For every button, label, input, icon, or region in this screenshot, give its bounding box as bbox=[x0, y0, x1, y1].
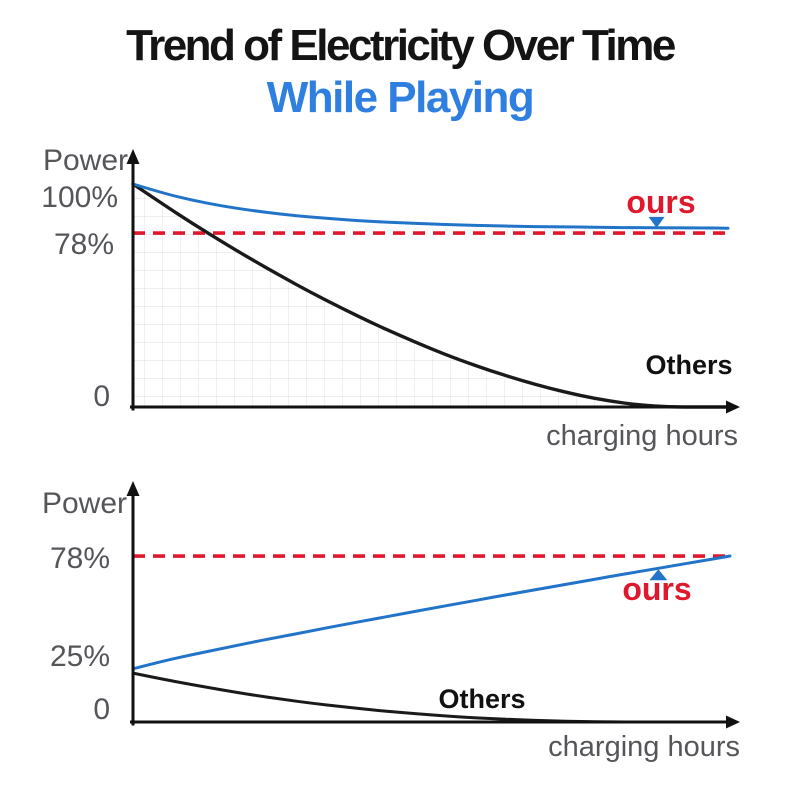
y-axis-arrowhead-icon bbox=[126, 481, 140, 496]
ours-marker-triangle-down-icon bbox=[648, 216, 665, 228]
y-axis-title: Power bbox=[43, 144, 128, 177]
page-title: Trend of Electricity Over Time bbox=[126, 21, 676, 70]
ours-line bbox=[131, 182, 730, 230]
y-axis-title: Power bbox=[42, 487, 127, 520]
others-line bbox=[131, 182, 730, 409]
ytick-78: 78% bbox=[54, 228, 114, 261]
ytick-0: 0 bbox=[93, 693, 110, 726]
ytick-100: 100% bbox=[41, 181, 118, 214]
others-annotation: Others bbox=[438, 684, 525, 714]
others-annotation: Others bbox=[645, 350, 732, 380]
others-line bbox=[131, 671, 732, 724]
x-axis-arrowhead-icon bbox=[726, 715, 740, 729]
x-axis-title: charging hours bbox=[546, 420, 738, 452]
others-area-grid-fill bbox=[133, 184, 728, 407]
ytick-78: 78% bbox=[50, 542, 110, 575]
chart-while-charging: Power 78% 25% 0 ours Others charging hou… bbox=[42, 481, 740, 763]
ours-annotation: ours bbox=[622, 571, 691, 607]
ours-marker-triangle-up-icon bbox=[649, 569, 668, 581]
x-axis-title: charging hours bbox=[548, 731, 740, 763]
ours-line bbox=[131, 554, 732, 671]
y-axis-arrowhead-icon bbox=[126, 149, 140, 164]
ytick-0: 0 bbox=[93, 380, 110, 413]
ytick-25: 25% bbox=[50, 640, 110, 673]
page-subtitle: While Playing bbox=[266, 73, 535, 122]
chart-while-playing: Power 100% 78% 0 ours Others charging ho… bbox=[41, 144, 740, 452]
x-axis-arrowhead-icon bbox=[726, 400, 740, 414]
ours-annotation: ours bbox=[626, 184, 695, 220]
